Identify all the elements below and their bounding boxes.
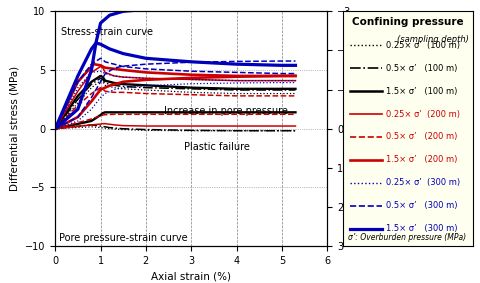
Y-axis label: Differential stress (MPa): Differential stress (MPa) bbox=[10, 66, 20, 191]
Text: 0.25× σ’  (300 m): 0.25× σ’ (300 m) bbox=[386, 178, 460, 187]
Text: 0.5× σ’   (300 m): 0.5× σ’ (300 m) bbox=[386, 201, 457, 210]
Text: Confining pressure: Confining pressure bbox=[352, 17, 464, 27]
Text: 1.5× σ’   (300 m): 1.5× σ’ (300 m) bbox=[386, 224, 457, 233]
Text: 0.25× σ’  (100 m): 0.25× σ’ (100 m) bbox=[386, 41, 460, 50]
Text: 1.5× σ’   (200 m): 1.5× σ’ (200 m) bbox=[386, 155, 457, 164]
Text: 1.5× σ’   (100 m): 1.5× σ’ (100 m) bbox=[386, 87, 457, 96]
Text: Plastic failure: Plastic failure bbox=[184, 142, 250, 152]
Text: 0.5× σ’   (100 m): 0.5× σ’ (100 m) bbox=[386, 64, 457, 73]
Y-axis label: Pore pressure (MPa): Pore pressure (MPa) bbox=[357, 77, 367, 181]
X-axis label: Axial strain (%): Axial strain (%) bbox=[151, 271, 231, 282]
Text: Stress-strain curve: Stress-strain curve bbox=[60, 27, 153, 37]
Text: 0.25× σ’  (200 m): 0.25× σ’ (200 m) bbox=[386, 110, 460, 119]
Text: σ’: Overburden pressure (MPa): σ’: Overburden pressure (MPa) bbox=[348, 233, 467, 241]
Text: (sampling depth): (sampling depth) bbox=[397, 35, 469, 44]
Text: Pore pressure-strain curve: Pore pressure-strain curve bbox=[59, 233, 188, 243]
Text: 0.5× σ’   (200 m): 0.5× σ’ (200 m) bbox=[386, 132, 457, 142]
Text: Increase in pore pressure: Increase in pore pressure bbox=[164, 106, 288, 115]
